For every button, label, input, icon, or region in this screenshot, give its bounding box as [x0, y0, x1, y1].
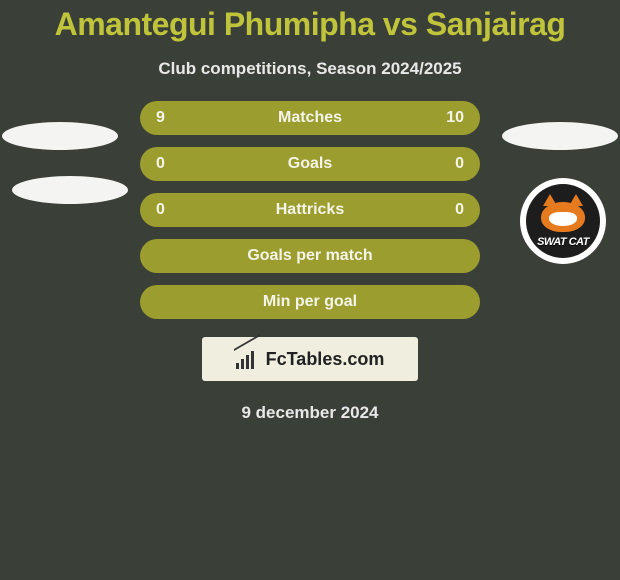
- stat-row-goals: 0 Goals 0: [140, 147, 480, 181]
- stat-label: Min per goal: [140, 293, 480, 311]
- barchart-icon: [236, 349, 262, 369]
- stat-label: Matches: [140, 109, 480, 127]
- stat-label: Hattricks: [140, 201, 480, 219]
- stat-row-min-per-goal: Min per goal: [140, 285, 480, 319]
- team-right-logo-text: SWAT CAT: [537, 236, 589, 248]
- player-left-badge-1: [2, 122, 118, 150]
- watermark-text: FcTables.com: [266, 349, 385, 370]
- watermark: FcTables.com: [202, 337, 418, 381]
- player-right-badge-1: [502, 122, 618, 150]
- stat-row-matches: 9 Matches 10: [140, 101, 480, 135]
- team-right-logo: SWAT CAT: [520, 178, 606, 264]
- stat-label: Goals per match: [140, 247, 480, 265]
- stat-label: Goals: [140, 155, 480, 173]
- swat-cat-icon: [541, 202, 585, 232]
- stat-row-hattricks: 0 Hattricks 0: [140, 193, 480, 227]
- stat-row-goals-per-match: Goals per match: [140, 239, 480, 273]
- page-title: Amantegui Phumipha vs Sanjairag: [0, 0, 620, 45]
- player-left-badge-2: [12, 176, 128, 204]
- date-text: 9 december 2024: [0, 403, 620, 423]
- subtitle: Club competitions, Season 2024/2025: [0, 59, 620, 79]
